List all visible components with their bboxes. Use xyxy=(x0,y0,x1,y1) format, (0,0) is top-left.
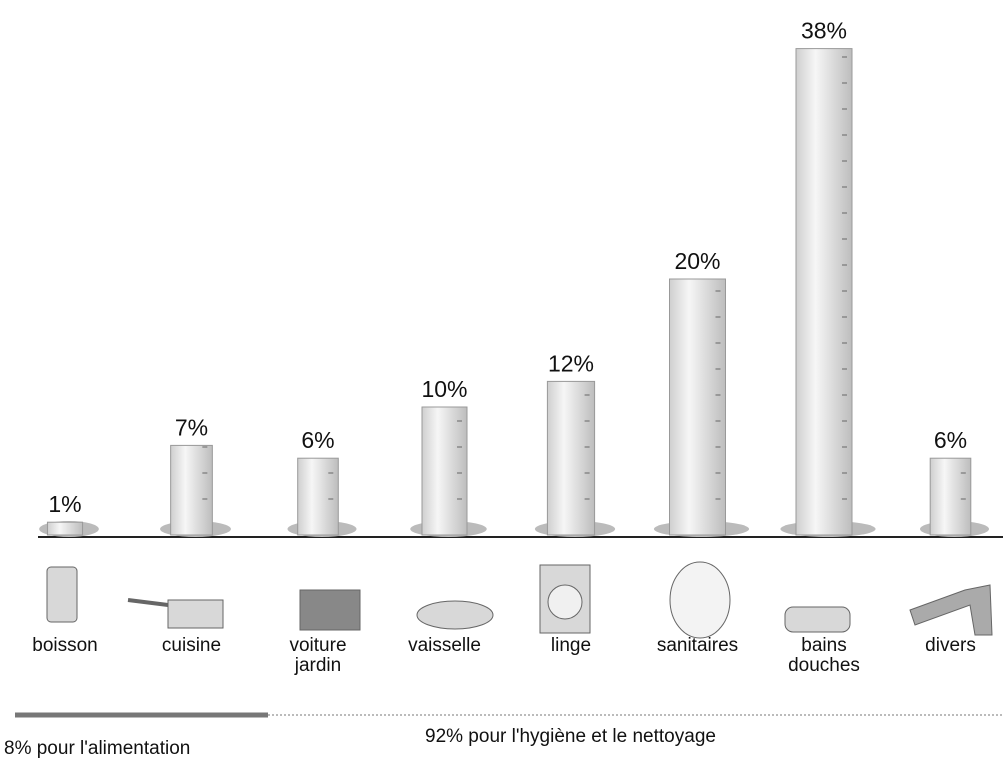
bar xyxy=(929,457,972,536)
bar xyxy=(46,521,84,536)
bar xyxy=(669,278,726,536)
category-label: boisson xyxy=(32,635,98,656)
value-label: 6% xyxy=(934,427,967,453)
category-label: voiture jardin xyxy=(289,635,347,676)
category-label: vaisselle xyxy=(408,635,481,656)
icon-dish xyxy=(416,600,494,630)
value-label: 38% xyxy=(801,18,847,44)
category-label: linge xyxy=(550,635,592,656)
category-label: bains douches xyxy=(788,635,860,676)
group-label: 92% pour l'hygiène et le nettoyage xyxy=(425,726,716,747)
bar xyxy=(795,48,853,536)
icon-tap xyxy=(909,584,993,636)
icons xyxy=(46,561,993,639)
group-label: 8% pour l'alimentation xyxy=(4,738,191,759)
icon-pan xyxy=(167,599,224,629)
bar xyxy=(297,457,339,536)
value-label: 1% xyxy=(48,491,81,517)
icon-pan-handle xyxy=(127,598,169,607)
category-label: divers xyxy=(925,635,976,656)
icon-toilet xyxy=(669,561,731,639)
icon-bath xyxy=(784,606,851,633)
icon-washer-door xyxy=(547,584,583,620)
bar xyxy=(546,380,596,536)
value-label: 6% xyxy=(301,427,334,453)
icon-glass xyxy=(46,566,78,623)
value-label: 20% xyxy=(674,248,720,274)
bar xyxy=(170,444,213,536)
category-label: sanitaires xyxy=(656,635,739,656)
icon-can xyxy=(299,589,361,631)
value-label: 7% xyxy=(175,414,208,440)
category-label: cuisine xyxy=(161,635,222,656)
value-label: 12% xyxy=(548,350,594,376)
value-label: 10% xyxy=(421,376,467,402)
bar xyxy=(421,406,468,536)
